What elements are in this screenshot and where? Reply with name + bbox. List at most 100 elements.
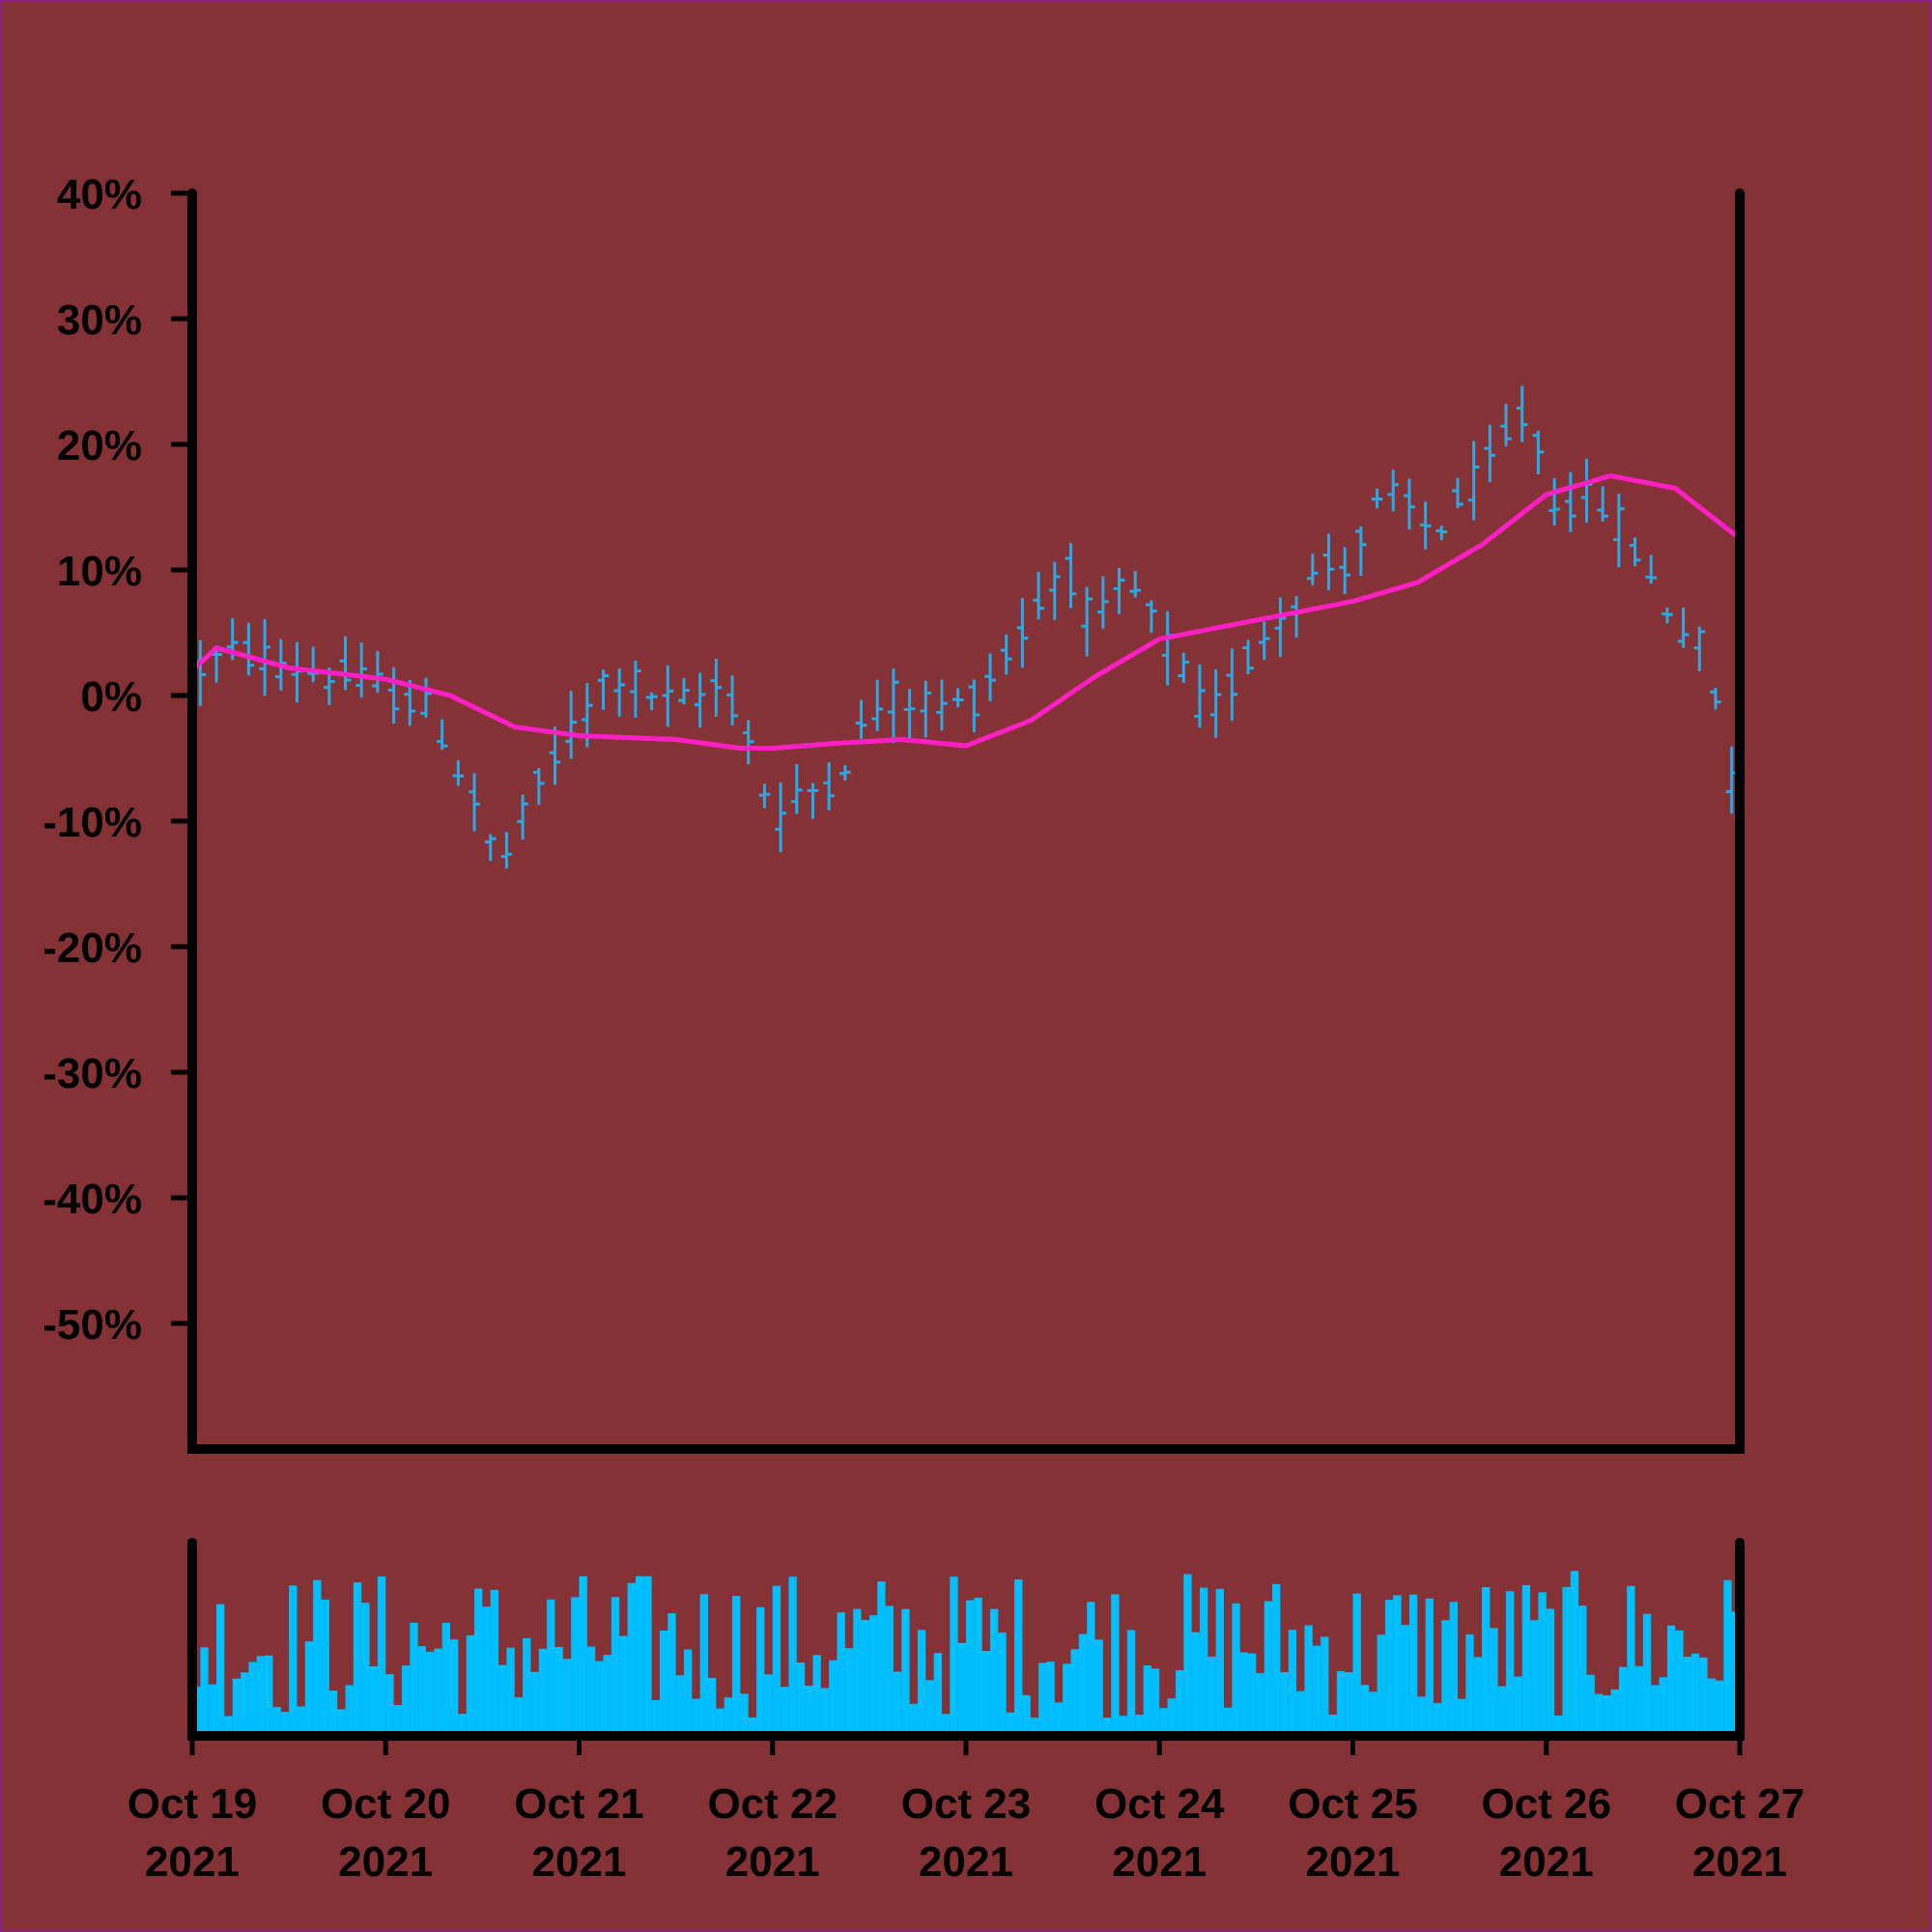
volume-bar xyxy=(1191,1632,1200,1736)
ohlc-bar xyxy=(742,720,754,765)
volume-bar xyxy=(425,1651,435,1736)
volume-bar xyxy=(1183,1574,1192,1736)
ohlc-bar xyxy=(1322,533,1335,590)
volume-bar xyxy=(1119,1716,1127,1736)
x-tick-label-date: Oct 24 xyxy=(1094,1780,1225,1828)
volume-bar xyxy=(933,1653,942,1736)
volume-bar xyxy=(1078,1634,1088,1736)
volume-bar xyxy=(353,1582,362,1736)
ohlc-bar xyxy=(484,834,497,862)
volume-bar xyxy=(716,1708,724,1736)
x-tick-label-date: Oct 19 xyxy=(128,1780,258,1828)
volume-bar xyxy=(1256,1673,1264,1736)
ohlc-bar xyxy=(710,658,723,717)
ohlc-bar xyxy=(790,764,803,814)
volume-bar xyxy=(844,1648,854,1736)
ohlc-bar xyxy=(242,622,255,676)
y-tick-label: 0% xyxy=(80,673,142,721)
ohlc-bar xyxy=(1258,621,1270,661)
ohlc-bar xyxy=(823,762,835,810)
x-tick-label-year: 2021 xyxy=(1112,1838,1207,1886)
volume-bar xyxy=(498,1664,507,1736)
ohlc-bar xyxy=(968,679,980,732)
volume-bar xyxy=(1449,1602,1458,1736)
ohlc-bar xyxy=(339,636,352,691)
volume-bar xyxy=(1102,1718,1112,1736)
volume-bar xyxy=(1715,1680,1724,1736)
volume-bar xyxy=(1546,1608,1555,1736)
volume-bar xyxy=(692,1698,700,1736)
ohlc-bar xyxy=(807,782,819,819)
x-axis: Oct 19 2021 Oct 20 2021 Oct 21 2021 Oct 22 2021… xyxy=(128,1736,1804,1886)
ohlc-bar xyxy=(1404,478,1415,530)
volume-bar xyxy=(530,1671,539,1736)
volume-bar xyxy=(708,1677,717,1736)
volume-bar xyxy=(1530,1620,1539,1736)
volume-bar xyxy=(829,1660,838,1736)
ohlc-bar xyxy=(259,618,270,696)
x-tick-label-date: Oct 22 xyxy=(707,1780,838,1828)
volume-bar xyxy=(345,1685,354,1736)
volume-bar xyxy=(812,1655,821,1736)
ohlc-bar xyxy=(420,677,432,718)
ohlc-bar xyxy=(1097,576,1109,629)
ohlc-bar xyxy=(1129,571,1142,598)
volume-bar xyxy=(289,1585,298,1736)
volume-bar xyxy=(248,1662,257,1736)
volume-bar xyxy=(595,1661,604,1736)
volume-bar xyxy=(1384,1600,1394,1736)
volume-bar xyxy=(369,1665,378,1736)
ohlc-bar xyxy=(1306,554,1319,585)
volume-bar xyxy=(1030,1718,1039,1736)
axes-frame xyxy=(187,188,1745,1741)
volume-bar xyxy=(1578,1605,1587,1736)
ohlc-bar xyxy=(1500,404,1512,446)
volume-bar xyxy=(998,1633,1007,1736)
ohlc-bar xyxy=(613,668,626,717)
volume-bar xyxy=(1038,1662,1047,1736)
volume-bar xyxy=(1087,1602,1095,1736)
x-tick-label-year: 2021 xyxy=(919,1838,1013,1886)
volume-bar xyxy=(474,1588,483,1736)
volume-bar xyxy=(764,1674,773,1736)
volume-bar xyxy=(925,1680,934,1736)
ohlc-bar xyxy=(662,665,674,727)
volume-bar xyxy=(611,1597,620,1736)
ohlc-bar xyxy=(1597,486,1608,522)
volume-bar xyxy=(1408,1594,1418,1736)
volume-bar xyxy=(668,1612,676,1736)
volume-bar xyxy=(1610,1689,1619,1736)
volume-bar xyxy=(837,1612,845,1736)
price-bars xyxy=(194,385,1738,868)
volume-bar xyxy=(1659,1677,1667,1736)
volume-bar xyxy=(337,1709,346,1736)
volume-bar xyxy=(385,1674,394,1736)
volume-bar xyxy=(1224,1707,1233,1736)
ohlc-bar xyxy=(1387,469,1400,512)
volume-bar xyxy=(547,1599,555,1736)
volume-bar xyxy=(683,1649,693,1736)
volume-bar xyxy=(1603,1694,1611,1736)
volume-bar xyxy=(1417,1696,1426,1736)
ohlc-bar xyxy=(1065,543,1077,609)
volume-bar xyxy=(901,1608,910,1736)
volume-bar xyxy=(1094,1639,1103,1736)
volume-bar xyxy=(393,1705,402,1736)
x-tick-label-date: Oct 26 xyxy=(1481,1780,1611,1828)
volume-bar xyxy=(1360,1685,1370,1736)
volume-bar xyxy=(1586,1674,1595,1736)
ohlc-bar xyxy=(1194,665,1206,728)
ohlc-bar xyxy=(1419,501,1432,550)
ohlc-bar xyxy=(1000,634,1012,675)
x-tick-label-date: Oct 20 xyxy=(321,1780,451,1828)
volume-bar xyxy=(893,1671,902,1736)
ohlc-bar xyxy=(355,642,368,698)
volume-bar xyxy=(853,1608,862,1736)
volume-bar xyxy=(950,1577,958,1736)
volume-bar xyxy=(1723,1579,1732,1736)
volume-bar xyxy=(651,1699,660,1736)
y-tick-label: -20% xyxy=(43,924,142,972)
ohlc-bar xyxy=(1677,607,1690,648)
volume-bar xyxy=(1618,1666,1628,1736)
volume-bar xyxy=(1143,1665,1151,1736)
